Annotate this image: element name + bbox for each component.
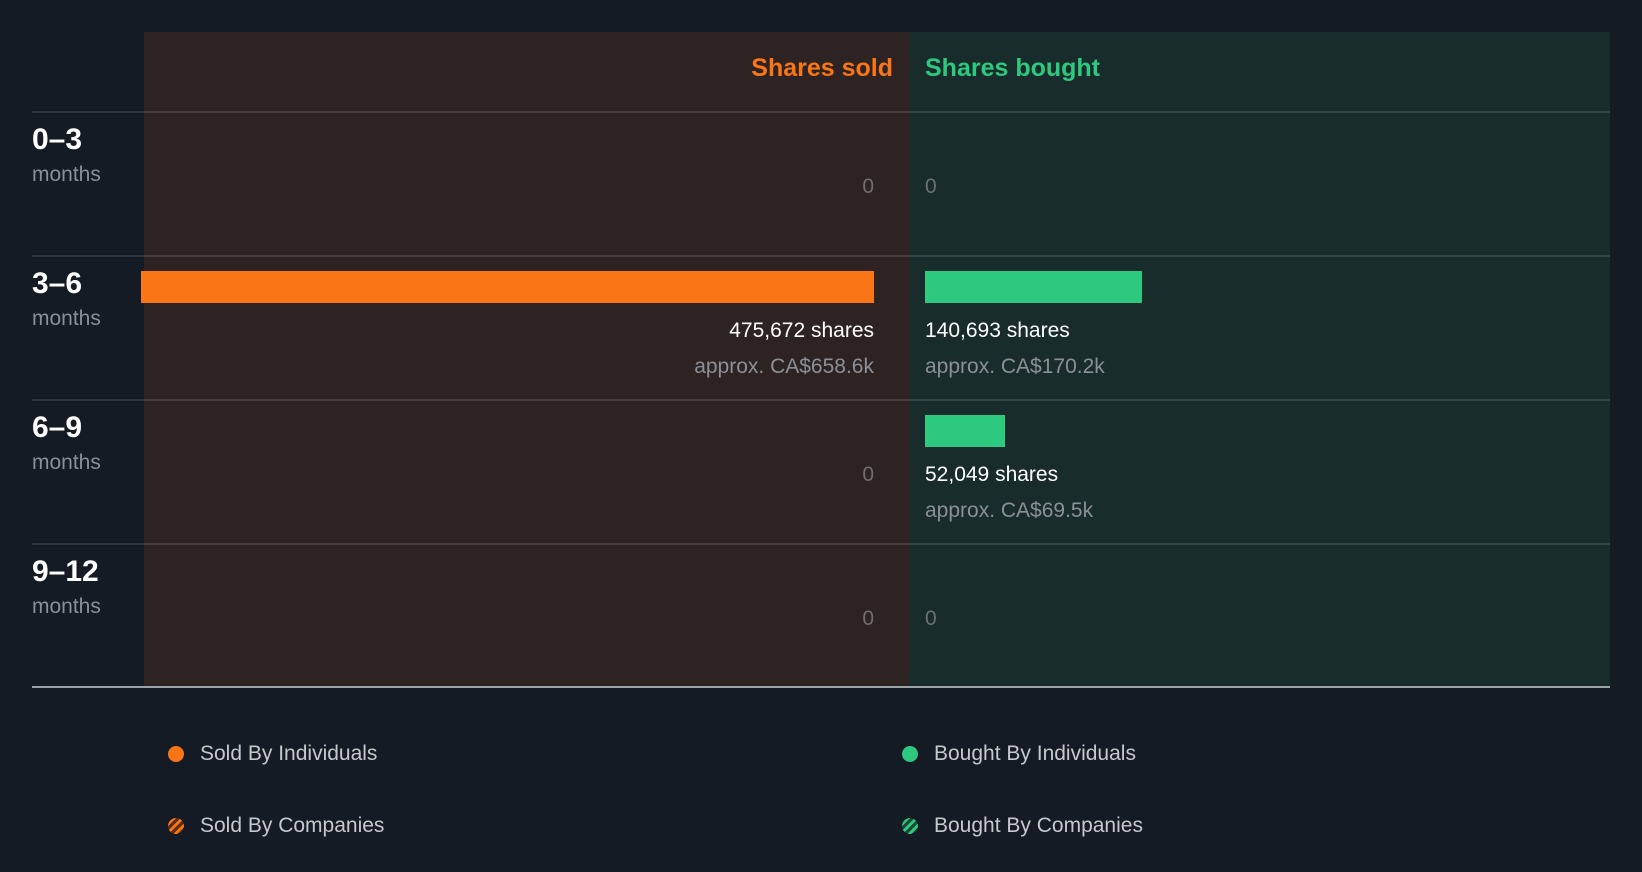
bought-approx-value: approx. CA$69.5k xyxy=(925,499,1094,522)
chart-baseline xyxy=(32,686,1610,688)
period-range: 0–3 xyxy=(32,123,83,156)
solid-orange-dot-icon xyxy=(168,746,184,762)
row-3-6-months: 3–6 months 475,672 shares approx. CA$658… xyxy=(32,255,1610,401)
bought-zero-value: 0 xyxy=(925,607,937,630)
legend-bought-individuals: Bought By Individuals xyxy=(902,742,1136,766)
row-label: 6–9 months xyxy=(32,411,101,475)
row-6-9-months: 6–9 months 0 52,049 shares approx. CA$69… xyxy=(32,399,1610,545)
bought-bar[interactable] xyxy=(925,271,1142,303)
sold-zero-value: 0 xyxy=(862,175,874,198)
bought-shares-count: 140,693 shares xyxy=(925,319,1070,342)
bought-panel xyxy=(909,32,1610,686)
legend-label: Bought By Individuals xyxy=(934,742,1136,765)
sold-zero-value: 0 xyxy=(862,607,874,630)
legend-sold-individuals: Sold By Individuals xyxy=(168,742,377,766)
period-range: 6–9 xyxy=(32,411,83,444)
sold-bar[interactable] xyxy=(141,271,874,303)
row-9-12-months: 9–12 months 0 0 xyxy=(32,543,1610,689)
bought-zero-value: 0 xyxy=(925,175,937,198)
legend-bought-companies: Bought By Companies xyxy=(902,814,1143,838)
row-label: 0–3 months xyxy=(32,123,101,187)
sold-panel xyxy=(144,32,909,686)
sold-shares-count: 475,672 shares xyxy=(729,319,874,342)
period-unit: months xyxy=(32,163,101,186)
period-range: 3–6 xyxy=(32,267,83,300)
legend-sold-companies: Sold By Companies xyxy=(168,814,384,838)
period-unit: months xyxy=(32,451,101,474)
period-unit: months xyxy=(32,307,101,330)
bought-shares-count: 52,049 shares xyxy=(925,463,1059,486)
bought-approx-value: approx. CA$170.2k xyxy=(925,355,1105,378)
bought-bar[interactable] xyxy=(925,415,1005,447)
shares-sold-header: Shares sold xyxy=(751,54,893,82)
sold-approx-value: approx. CA$658.6k xyxy=(694,355,874,378)
shares-bought-header: Shares bought xyxy=(925,54,1101,82)
row-0-3-months: 0–3 months 0 0 xyxy=(32,111,1610,257)
striped-orange-dot-icon xyxy=(168,818,184,834)
legend-label: Bought By Companies xyxy=(934,814,1143,837)
solid-green-dot-icon xyxy=(902,746,918,762)
period-range: 9–12 xyxy=(32,555,99,588)
row-label: 9–12 months xyxy=(32,555,101,619)
row-label: 3–6 months xyxy=(32,267,101,331)
period-unit: months xyxy=(32,595,101,618)
legend-label: Sold By Companies xyxy=(200,814,385,837)
legend-label: Sold By Individuals xyxy=(200,742,378,765)
striped-green-dot-icon xyxy=(902,818,918,834)
sold-zero-value: 0 xyxy=(862,463,874,486)
